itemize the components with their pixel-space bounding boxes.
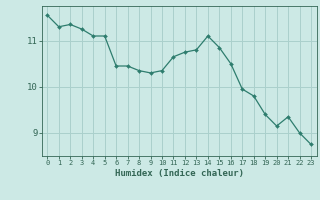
X-axis label: Humidex (Indice chaleur): Humidex (Indice chaleur) <box>115 169 244 178</box>
